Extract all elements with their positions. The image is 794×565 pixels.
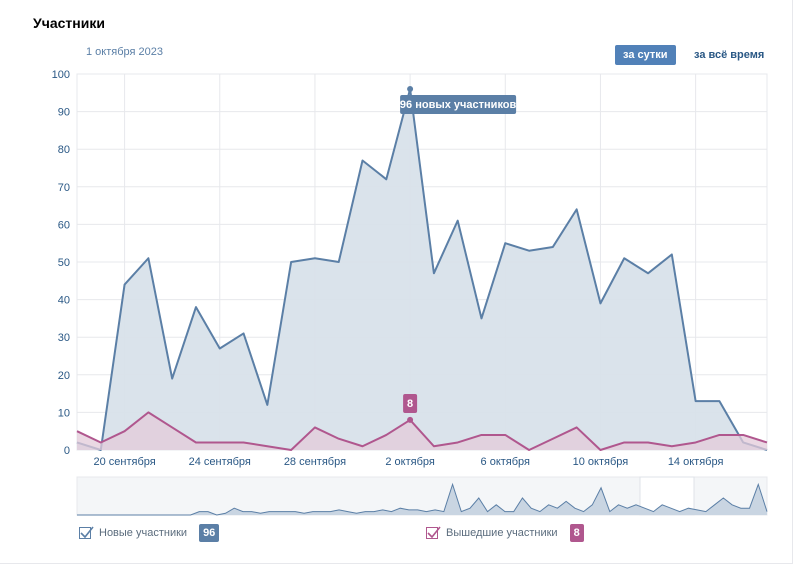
left-members-tooltip bbox=[403, 394, 418, 413]
x-tick-label: 14 октября bbox=[668, 456, 724, 468]
left-members-area bbox=[77, 412, 767, 450]
new-members-label: Новые участники bbox=[99, 527, 188, 539]
x-tick-label: 10 октября bbox=[573, 456, 629, 468]
y-tick-label: 40 bbox=[58, 295, 70, 307]
y-tick-label: 60 bbox=[58, 219, 70, 231]
new-members-area bbox=[77, 89, 767, 450]
selected-date-label: 1 октября 2023 bbox=[86, 46, 163, 58]
left-members-point bbox=[407, 416, 414, 423]
left-members-line bbox=[76, 411, 768, 451]
period-day-button[interactable]: за сутки bbox=[615, 45, 676, 65]
x-tick-label: 20 сентября bbox=[93, 456, 155, 468]
left-members-count-badge: 8 bbox=[569, 524, 584, 542]
left-members-label: Вышедшие участники bbox=[446, 527, 558, 539]
y-tick-label: 20 bbox=[58, 370, 70, 382]
y-tick-label: 10 bbox=[58, 407, 70, 419]
x-tick-label: 24 сентября bbox=[189, 456, 251, 468]
period-all-time-button[interactable]: за всё время bbox=[694, 49, 765, 61]
y-tick-label: 100 bbox=[52, 69, 70, 81]
left-members-checkbox[interactable] bbox=[426, 526, 441, 539]
x-tick-label: 2 октября bbox=[385, 456, 435, 468]
y-tick-label: 90 bbox=[58, 107, 70, 119]
new-members-checkbox[interactable] bbox=[79, 526, 94, 539]
y-tick-label: 80 bbox=[58, 144, 70, 156]
x-tick-label: 28 сентября bbox=[284, 456, 346, 468]
legend-left-members[interactable]: Вышедшие участники 8 bbox=[426, 524, 584, 542]
overview-new-members-line bbox=[77, 482, 768, 516]
legend-new-members[interactable]: Новые участники 96 bbox=[79, 524, 220, 542]
new-members-tooltip-text: 96 новых участников bbox=[400, 99, 517, 111]
new-members-point bbox=[407, 86, 414, 93]
new-members-count-badge: 96 bbox=[199, 524, 220, 542]
y-tick-label: 70 bbox=[58, 182, 70, 194]
x-tick-label: 6 октября bbox=[481, 456, 531, 468]
y-tick-label: 0 bbox=[64, 445, 70, 457]
card-title: Участники bbox=[33, 15, 105, 31]
new-members-tooltip bbox=[400, 95, 517, 114]
y-tick-label: 50 bbox=[58, 257, 70, 269]
overview-new-members-area bbox=[77, 484, 767, 515]
new-members-line bbox=[76, 88, 768, 451]
left-members-tooltip-text: 8 bbox=[407, 398, 413, 410]
y-tick-label: 30 bbox=[58, 332, 70, 344]
